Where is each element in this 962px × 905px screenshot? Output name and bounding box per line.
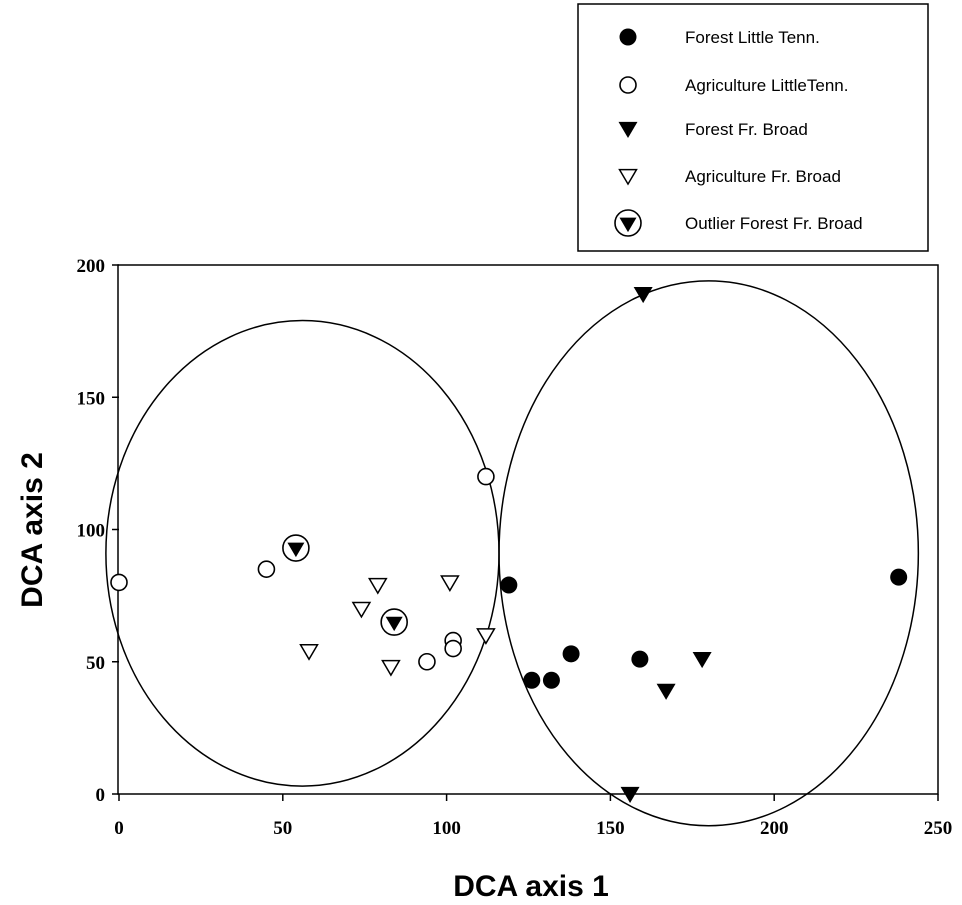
points-layer (110, 286, 908, 804)
point-filled-circle-2 (523, 671, 541, 689)
x-tick-label-100: 100 (432, 818, 461, 839)
point-filled-circle-3 (542, 671, 560, 689)
point-open-triangle-1 (367, 577, 388, 595)
legend-symbol-circled-filled-triangle (614, 209, 642, 237)
point-open-triangle-3 (351, 601, 372, 619)
x-tick-label-50: 50 (273, 818, 292, 839)
point-open-triangle-6 (476, 628, 496, 645)
legend-symbols (614, 28, 642, 237)
ticks-layer: 0 50 100 150 200 250 0 50 100 150 200 (77, 256, 953, 839)
legend-label-outlier-forest-fr-broad: Outlier Forest Fr. Broad (685, 214, 863, 233)
y-axis-title: DCA axis 2 (16, 452, 49, 608)
x-axis-title: DCA axis 1 (453, 870, 609, 903)
point-circled-filled-triangle-1 (282, 534, 310, 562)
legend: Forest Little Tenn. Agriculture LittleTe… (577, 3, 929, 252)
legend-label-agriculture-fr-broad: Agriculture Fr. Broad (685, 167, 841, 186)
legend-label-forest-little-tenn: Forest Little Tenn. (685, 28, 820, 47)
y-tick-label-0: 0 (96, 785, 106, 806)
x-tick-label-250: 250 (924, 818, 953, 839)
point-open-circle-5 (444, 639, 462, 658)
ellipses-layer (105, 280, 920, 827)
point-filled-triangle-1 (633, 286, 653, 304)
plot-frame (117, 264, 939, 795)
legend-label-forest-fr-broad: Forest Fr. Broad (685, 120, 808, 139)
x-tick-label-150: 150 (596, 818, 625, 839)
legend-symbol-open-circle (619, 76, 637, 94)
point-circled-filled-triangle-2 (380, 608, 408, 636)
legend-symbol-open-triangle (618, 168, 638, 186)
point-open-circle-2 (257, 560, 276, 578)
point-filled-circle-5 (631, 650, 649, 668)
y-tick-label-200: 200 (77, 256, 106, 277)
legend-symbol-filled-triangle (618, 121, 638, 139)
point-filled-triangle-2 (692, 651, 712, 669)
legend-box (577, 3, 929, 252)
legend-label-agriculture-little-tenn: Agriculture LittleTenn. (685, 76, 848, 95)
x-tick-label-200: 200 (760, 818, 789, 839)
point-open-triangle-4 (299, 644, 319, 661)
point-open-circle-3 (477, 467, 495, 486)
point-filled-triangle-4 (620, 786, 640, 804)
point-open-triangle-2 (440, 575, 460, 592)
legend-symbol-filled-circle (619, 28, 637, 46)
point-filled-circle-4 (562, 645, 580, 663)
point-filled-triangle-3 (656, 683, 676, 700)
y-tick-label-50: 50 (86, 653, 105, 674)
point-open-circle-1 (110, 573, 128, 592)
point-filled-circle-6 (890, 568, 908, 586)
y-tick-label-100: 100 (77, 521, 106, 542)
point-filled-circle-1 (500, 576, 518, 594)
point-open-triangle-5 (381, 659, 401, 677)
point-open-circle-6 (418, 652, 436, 671)
group-ellipse-2 (498, 280, 920, 827)
x-tick-label-0: 0 (114, 818, 124, 839)
y-tick-label-150: 150 (77, 388, 106, 409)
